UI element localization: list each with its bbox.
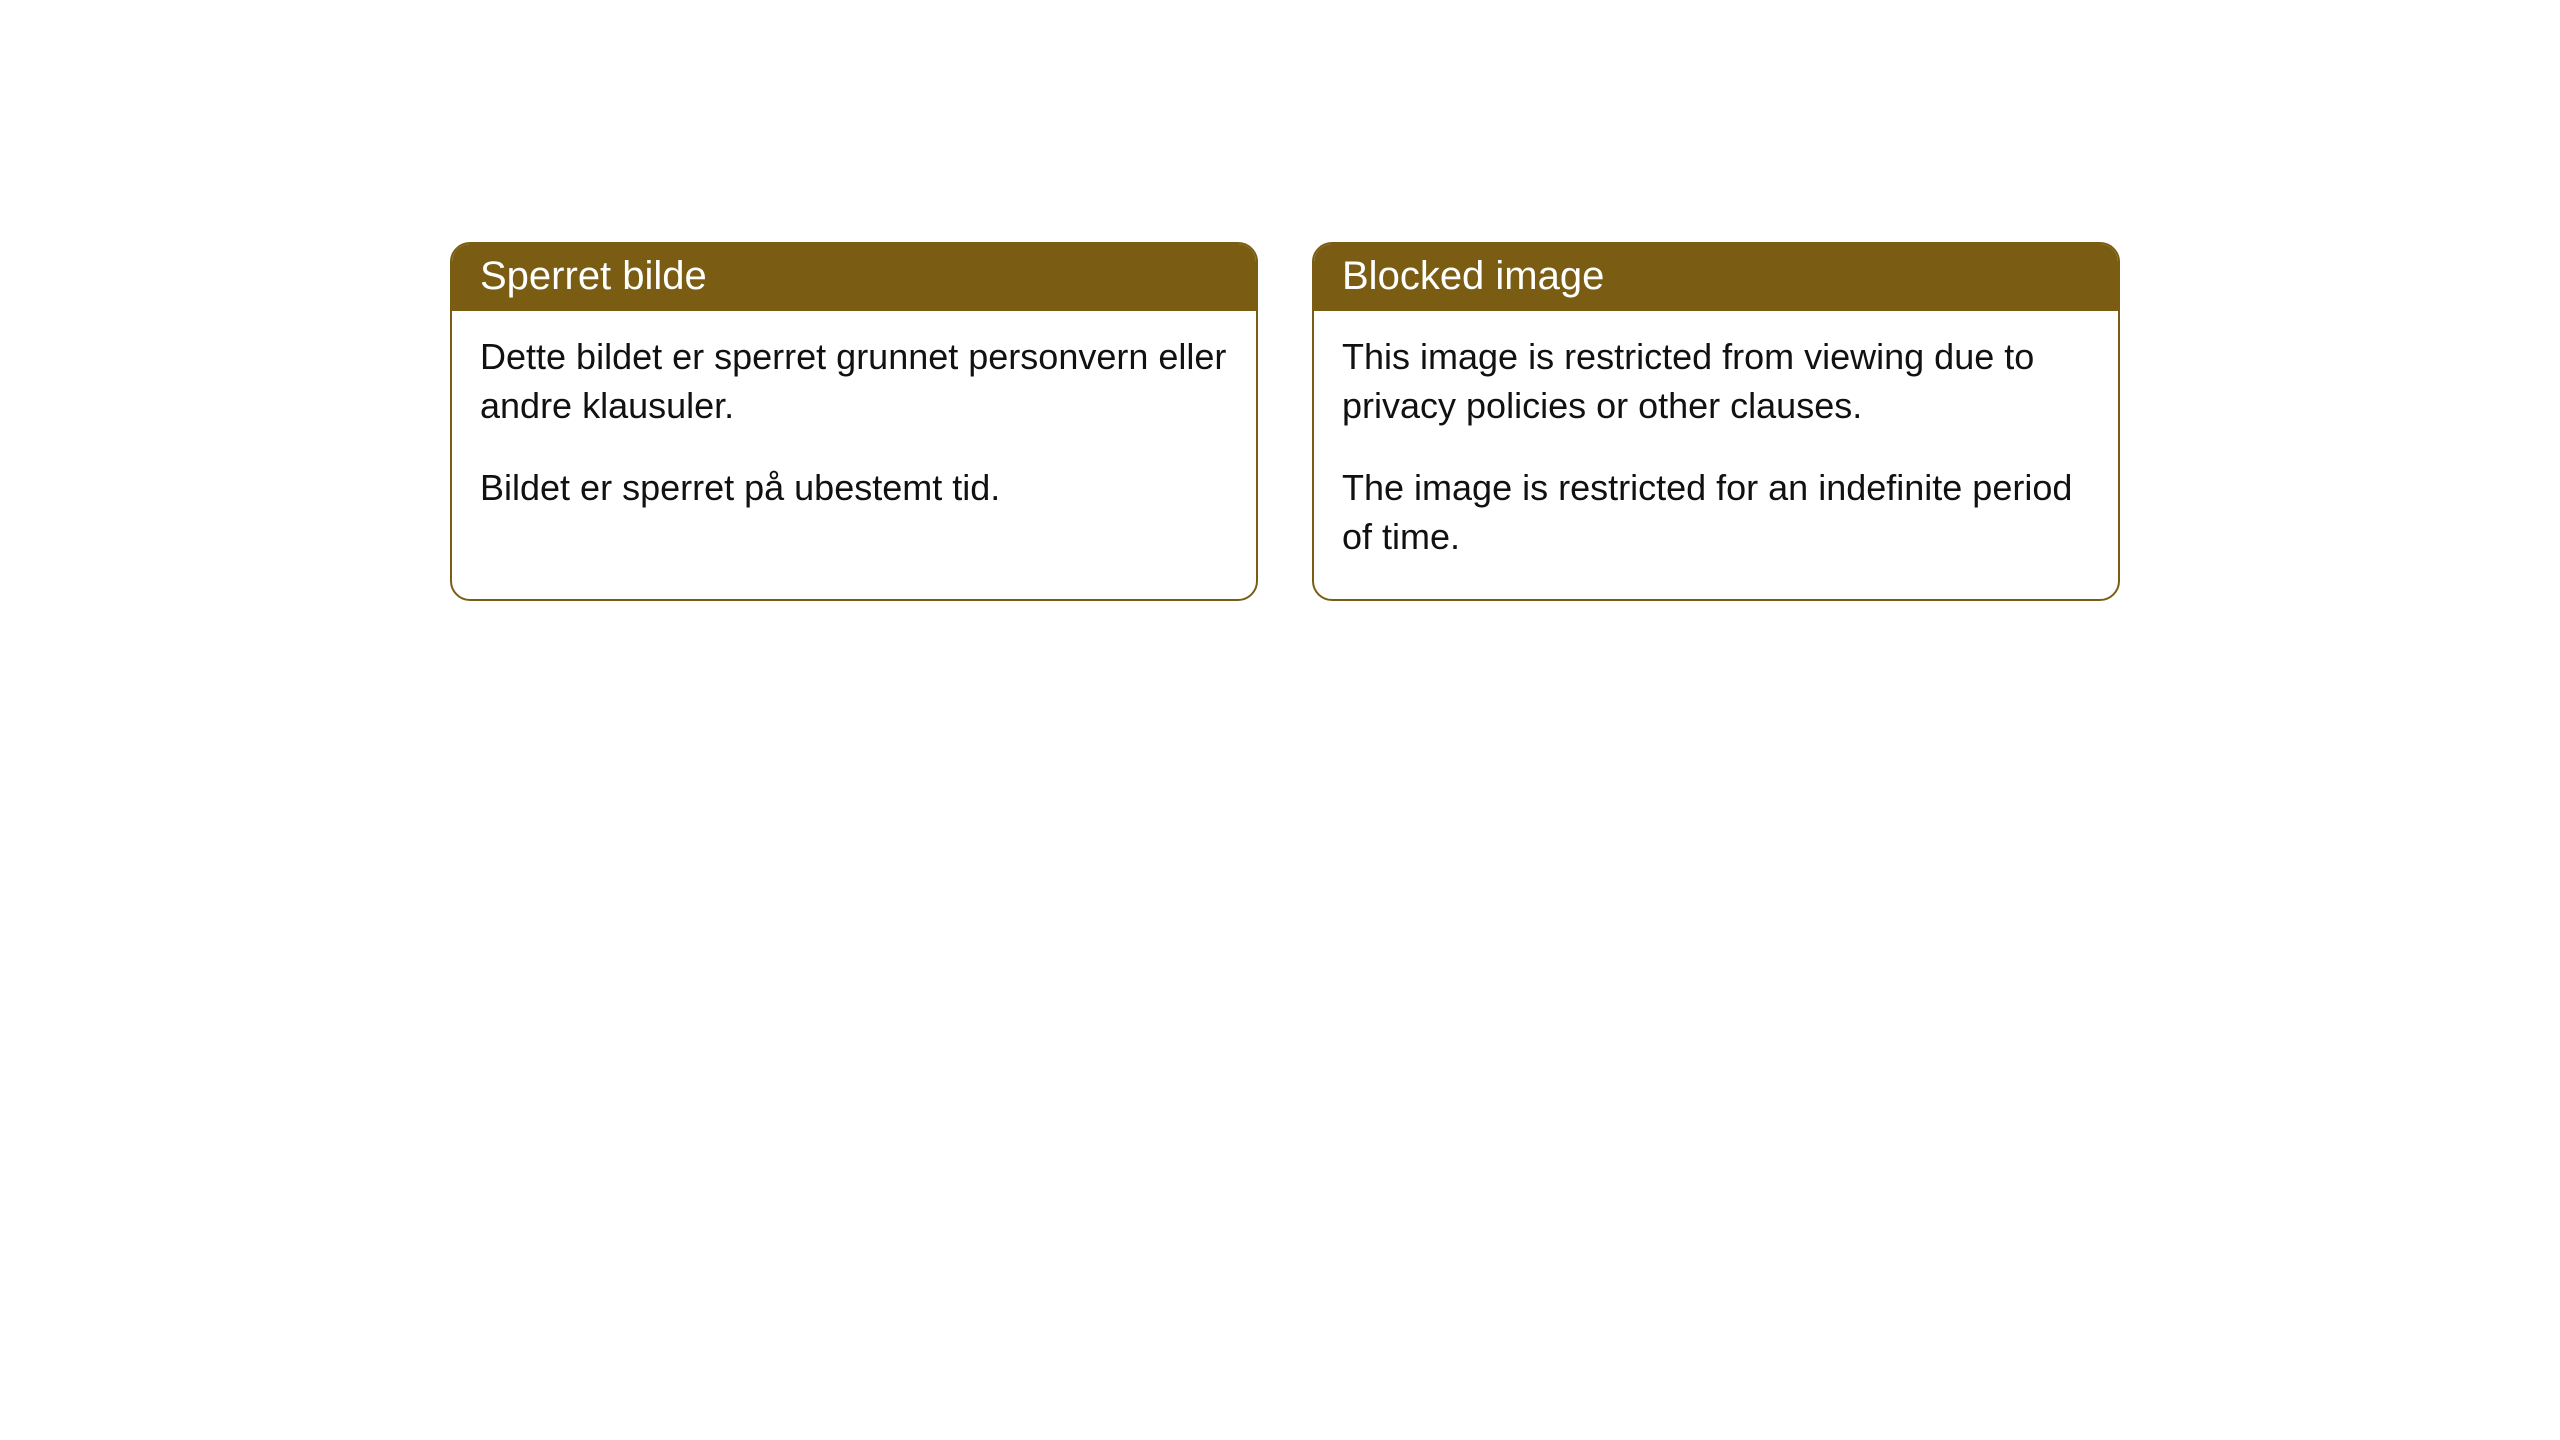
blocked-image-card-norwegian: Sperret bilde Dette bildet er sperret gr… bbox=[450, 242, 1258, 601]
card-paragraph: This image is restricted from viewing du… bbox=[1342, 333, 2090, 430]
card-header-english: Blocked image bbox=[1314, 244, 2118, 311]
card-header-norwegian: Sperret bilde bbox=[452, 244, 1256, 311]
card-paragraph: Dette bildet er sperret grunnet personve… bbox=[480, 333, 1228, 430]
card-body-english: This image is restricted from viewing du… bbox=[1314, 311, 2118, 599]
card-paragraph: Bildet er sperret på ubestemt tid. bbox=[480, 464, 1228, 513]
card-paragraph: The image is restricted for an indefinit… bbox=[1342, 464, 2090, 561]
card-body-norwegian: Dette bildet er sperret grunnet personve… bbox=[452, 311, 1256, 551]
blocked-image-card-english: Blocked image This image is restricted f… bbox=[1312, 242, 2120, 601]
notice-cards-container: Sperret bilde Dette bildet er sperret gr… bbox=[0, 0, 2560, 601]
